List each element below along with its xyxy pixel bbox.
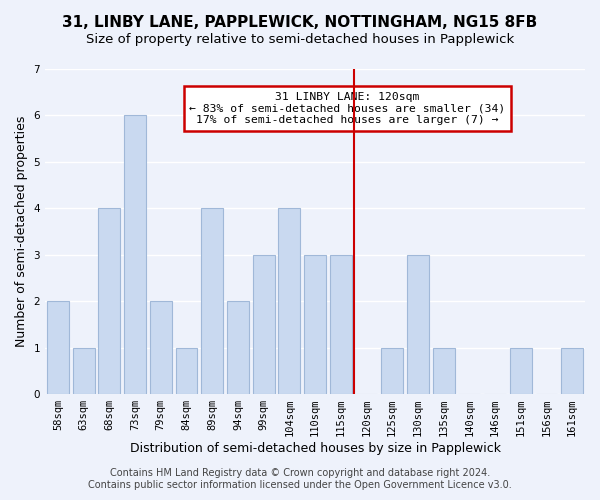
Bar (510, 348, 532, 394)
Bar (278, 208, 300, 394)
Bar (201, 208, 223, 394)
Bar (381, 348, 403, 394)
Bar (124, 116, 146, 394)
X-axis label: Distribution of semi-detached houses by size in Papplewick: Distribution of semi-detached houses by … (130, 442, 500, 455)
Bar (330, 255, 352, 394)
Bar (407, 255, 429, 394)
Text: Contains HM Land Registry data © Crown copyright and database right 2024.
Contai: Contains HM Land Registry data © Crown c… (88, 468, 512, 490)
Text: 31, LINBY LANE, PAPPLEWICK, NOTTINGHAM, NG15 8FB: 31, LINBY LANE, PAPPLEWICK, NOTTINGHAM, … (62, 15, 538, 30)
Y-axis label: Number of semi-detached properties: Number of semi-detached properties (15, 116, 28, 347)
Bar (47, 301, 69, 394)
Bar (253, 255, 275, 394)
Bar (227, 301, 249, 394)
Bar (433, 348, 455, 394)
Bar (304, 255, 326, 394)
Bar (150, 301, 172, 394)
Bar (98, 208, 120, 394)
Bar (73, 348, 95, 394)
Text: 31 LINBY LANE: 120sqm
← 83% of semi-detached houses are smaller (34)
17% of semi: 31 LINBY LANE: 120sqm ← 83% of semi-deta… (189, 92, 506, 125)
Text: Size of property relative to semi-detached houses in Papplewick: Size of property relative to semi-detach… (86, 32, 514, 46)
Bar (561, 348, 583, 394)
Bar (176, 348, 197, 394)
